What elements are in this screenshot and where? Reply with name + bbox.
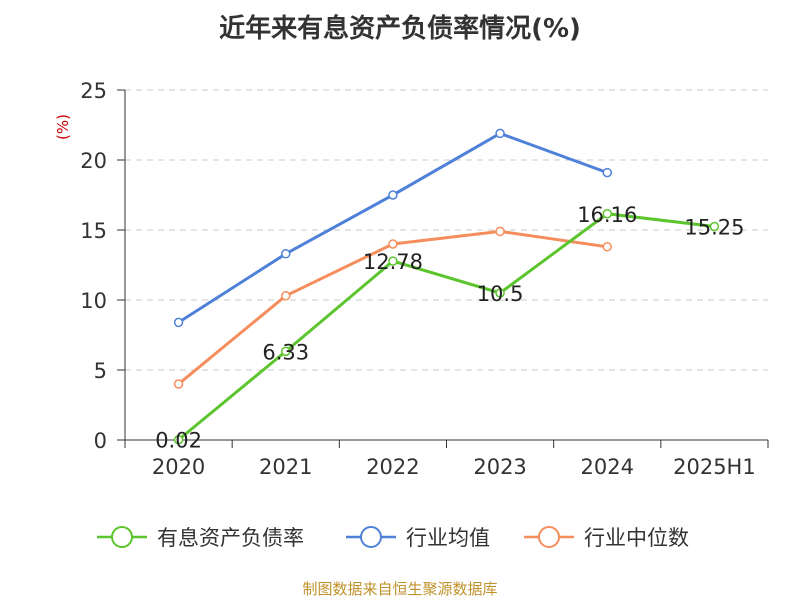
data-point (388, 239, 398, 249)
y-tick-label: 0 (94, 429, 107, 453)
data-point (173, 434, 184, 445)
legend-label: 行业均值 (406, 526, 490, 550)
y-tick-label: 5 (94, 359, 107, 383)
data-point (495, 288, 505, 298)
data-point (281, 291, 291, 301)
chart-title: 近年来有息资产负债率情况(%) (219, 14, 581, 44)
data-point (602, 209, 612, 219)
data-label: 16.16 (577, 203, 637, 227)
x-tick-label: 2023 (473, 455, 526, 479)
x-tick-label: 2020 (152, 455, 205, 479)
data-point (173, 317, 184, 328)
data-point (281, 346, 291, 357)
series-line (177, 212, 715, 441)
data-point (388, 190, 398, 200)
y-tick-label: 10 (80, 289, 107, 313)
y-axis-label: (%) (54, 114, 72, 140)
data-label: 6.33 (262, 340, 309, 364)
legend-label: 行业中位数 (584, 526, 689, 550)
y-tick-label: 25 (80, 79, 107, 103)
footer-source: 制图数据来自恒生聚源数据库 (302, 580, 498, 598)
x-tick-label: 2021 (259, 455, 312, 479)
series-lines (173, 128, 720, 445)
legend-label: 有息资产负债率 (157, 526, 304, 550)
y-tick-label: 20 (80, 149, 107, 173)
legend-marker (538, 526, 560, 548)
axes: 0 5 10 15 20 25 (%) 2020 2021 2022 2023 2024 2025H1 (54, 79, 769, 479)
data-labels: 0.02 6.33 12.78 10.5 16.16 15.25 (155, 203, 744, 453)
data-point (281, 249, 291, 259)
data-point (709, 221, 720, 232)
series-line (177, 131, 608, 324)
data-label: 12.78 (363, 250, 423, 274)
data-point (602, 167, 612, 178)
x-tick-label: 2025H1 (673, 455, 756, 479)
data-point (388, 256, 398, 266)
y-tick-label: 15 (80, 219, 107, 243)
x-tick-label: 2022 (366, 455, 419, 479)
grid-lines (125, 89, 768, 371)
data-label: 15.25 (684, 216, 744, 240)
legend: 有息资产负债率 行业均值 行业中位数 (97, 526, 689, 550)
data-point (495, 226, 505, 237)
x-tick-label: 2024 (581, 455, 634, 479)
data-label: 10.5 (477, 282, 524, 306)
legend-marker (111, 526, 133, 548)
data-point (495, 128, 505, 139)
data-point (602, 242, 612, 252)
legend-marker (360, 526, 382, 548)
data-label: 0.02 (155, 429, 202, 453)
data-point (173, 379, 184, 389)
